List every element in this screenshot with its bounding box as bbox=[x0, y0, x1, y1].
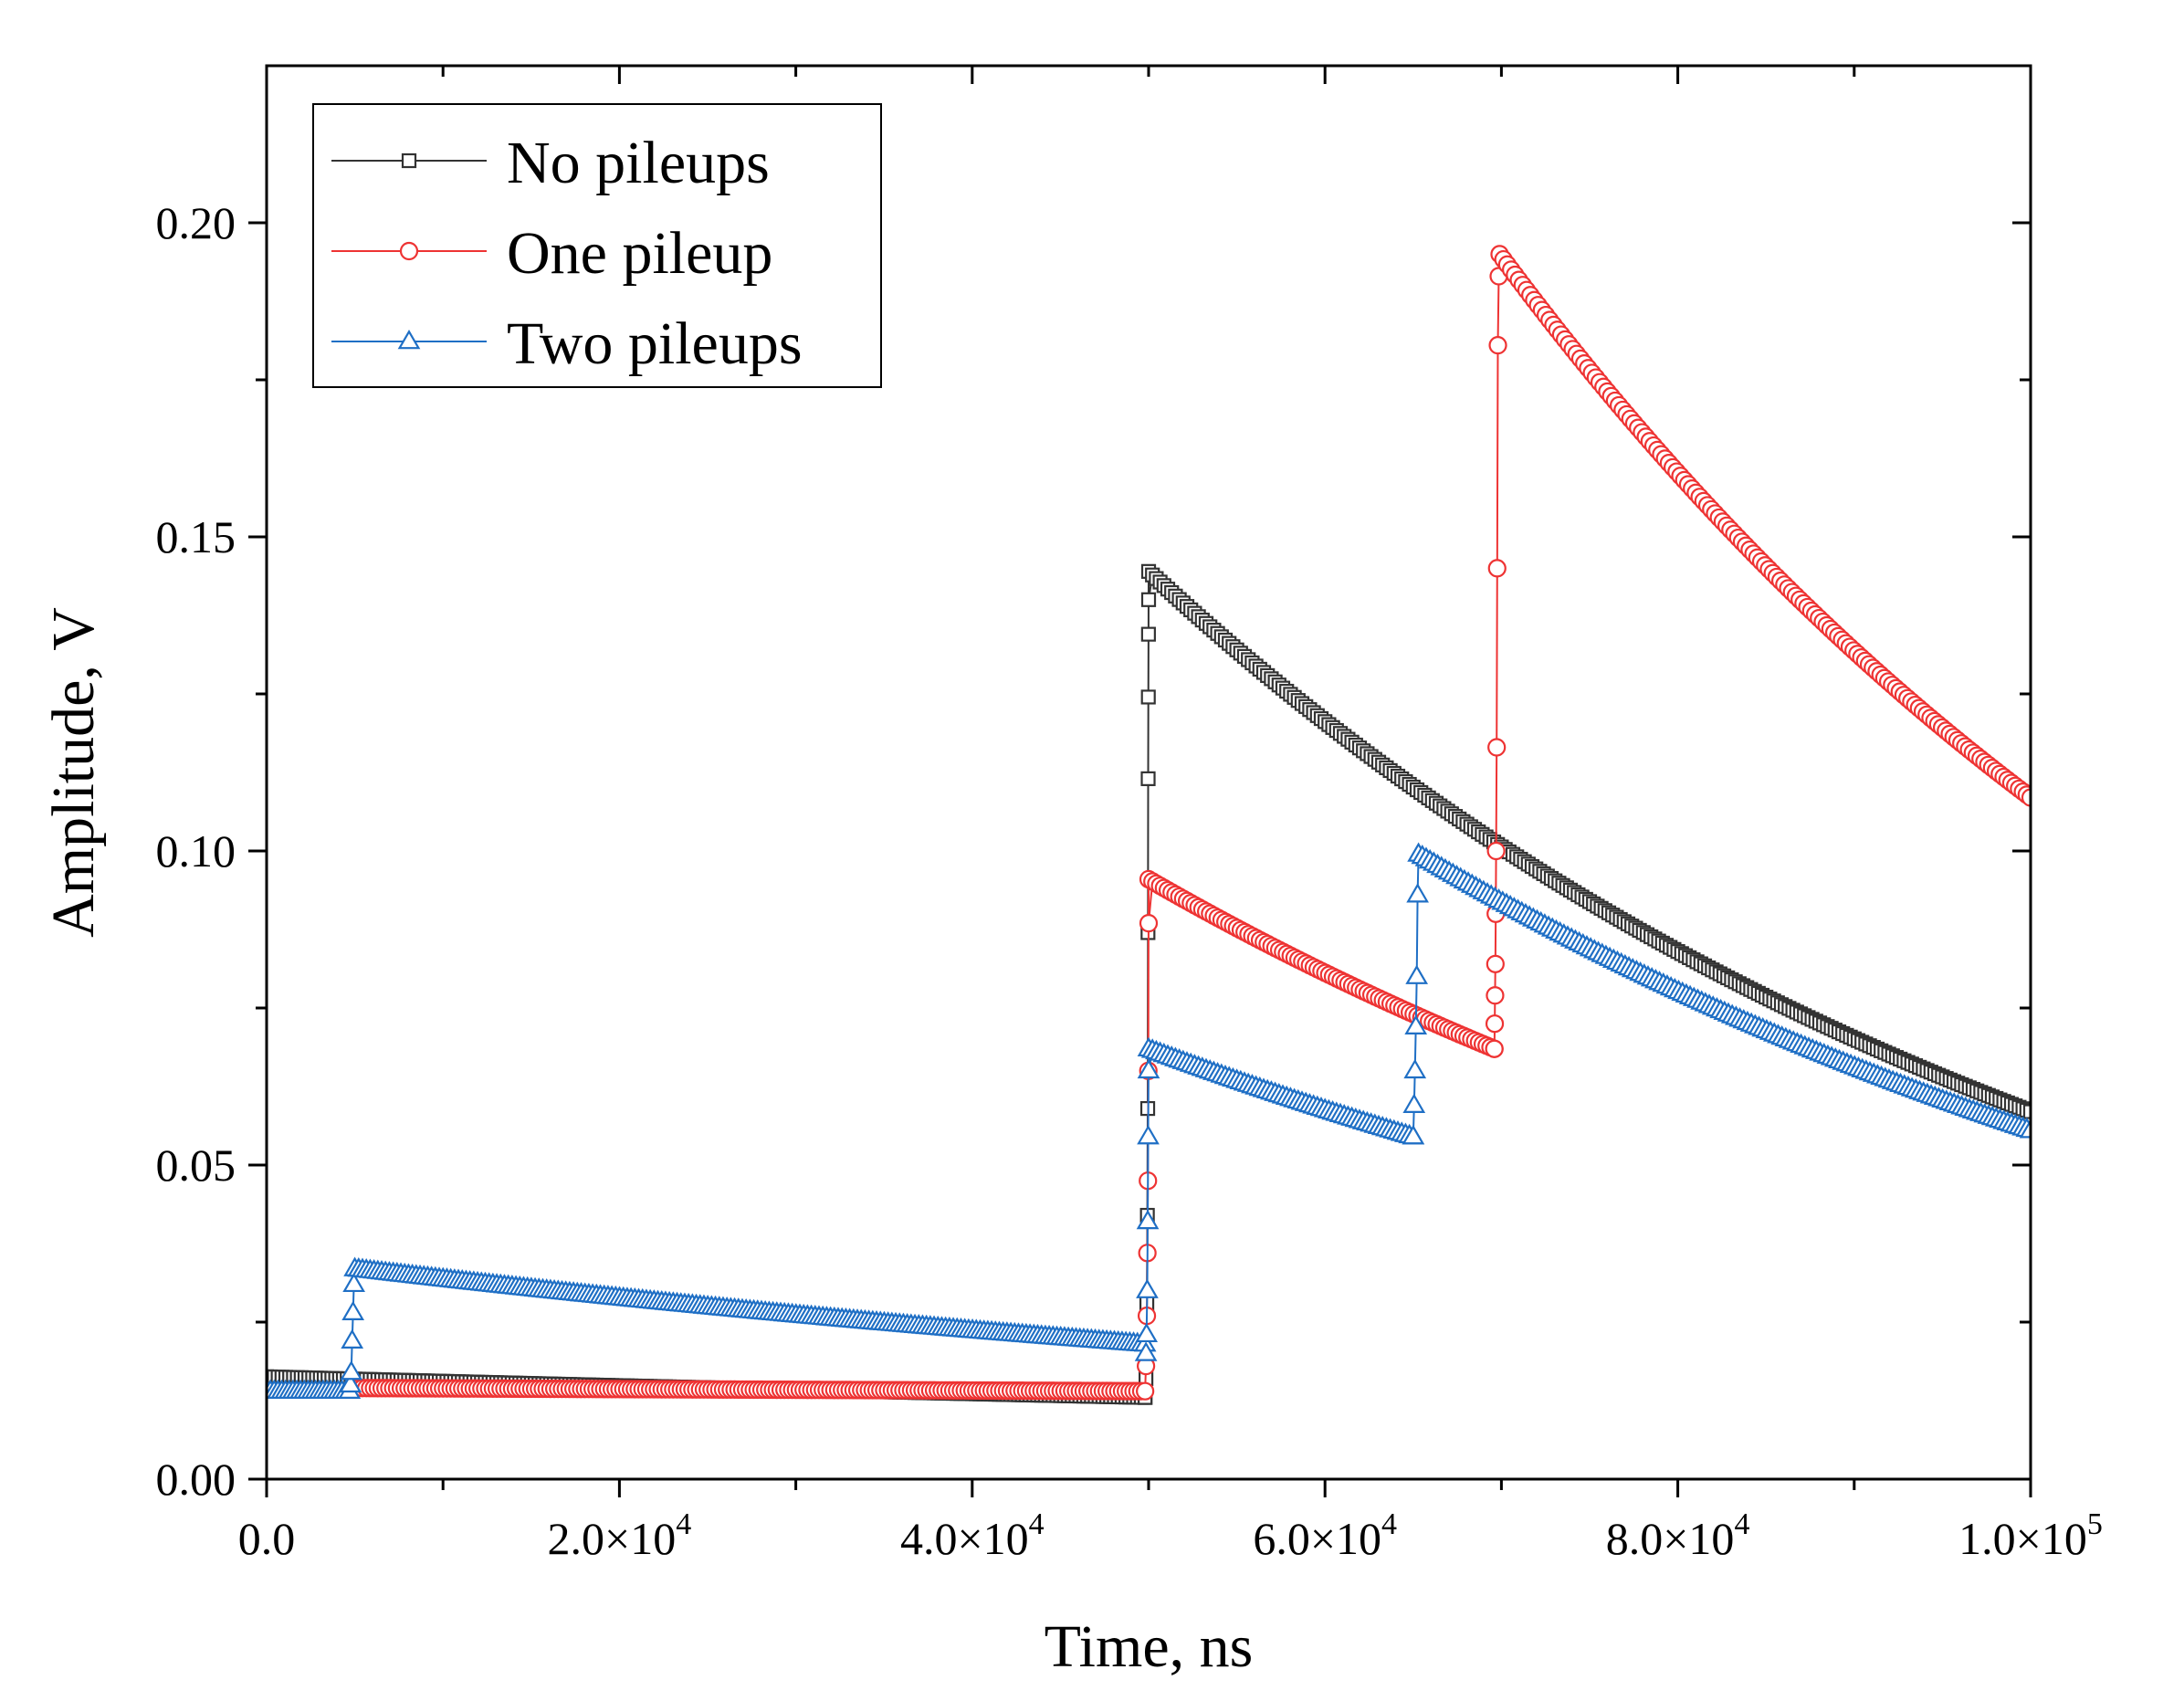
legend-label: One pileup bbox=[507, 220, 772, 287]
data-point bbox=[1486, 841, 1506, 861]
x-tick-label: 4.0×104 bbox=[900, 1507, 1045, 1564]
legend-marker bbox=[401, 152, 417, 169]
data-point bbox=[1140, 689, 1156, 705]
legend-marker bbox=[399, 241, 419, 261]
y-axis-title: Amplitude, V bbox=[40, 607, 107, 938]
data-point bbox=[1402, 1125, 1425, 1145]
data-point bbox=[341, 1328, 364, 1349]
x-axis-title: Time, ns bbox=[1045, 1613, 1254, 1680]
data-point bbox=[1486, 954, 1505, 973]
data-point bbox=[1485, 1014, 1505, 1034]
data-point bbox=[1140, 626, 1156, 642]
data-point bbox=[340, 1360, 363, 1381]
data-point bbox=[1488, 336, 1507, 355]
data-point bbox=[1487, 738, 1507, 757]
data-point bbox=[1136, 1381, 1155, 1401]
data-point bbox=[342, 1272, 365, 1293]
series-one-pileup bbox=[345, 245, 2031, 1401]
y-tick-label: 0.20 bbox=[156, 197, 236, 248]
y-tick-label: 0.15 bbox=[156, 511, 236, 562]
x-tick-label: 6.0×104 bbox=[1253, 1507, 1397, 1564]
x-tick-label: 0.0 bbox=[238, 1513, 296, 1564]
data-point bbox=[341, 1300, 365, 1320]
data-point bbox=[1487, 559, 1507, 578]
data-point bbox=[1403, 1058, 1427, 1079]
data-point bbox=[1405, 964, 1429, 984]
data-point bbox=[1139, 914, 1159, 933]
data-point bbox=[1137, 1125, 1160, 1145]
data-point bbox=[1486, 986, 1505, 1005]
x-tick-label: 8.0×104 bbox=[1606, 1507, 1750, 1564]
y-tick-label: 0.10 bbox=[156, 825, 236, 877]
data-point bbox=[1402, 1093, 1426, 1113]
legend-item-no-pileups: No pileups bbox=[331, 130, 770, 196]
y-tick-label: 0.00 bbox=[156, 1454, 236, 1505]
data-point bbox=[1404, 1014, 1428, 1034]
legend-label: Two pileups bbox=[507, 310, 803, 377]
legend-item-one-pileup: One pileup bbox=[331, 220, 772, 287]
legend-marker bbox=[397, 330, 421, 350]
data-point bbox=[2021, 788, 2031, 807]
data-point bbox=[1135, 1322, 1159, 1343]
legend-item-two-pileups: Two pileups bbox=[331, 310, 803, 377]
data-point bbox=[1136, 1278, 1159, 1298]
data-point bbox=[1134, 1341, 1158, 1361]
x-tick-label: 1.0×105 bbox=[1958, 1507, 2103, 1564]
series-two-pileups bbox=[267, 842, 2031, 1399]
data-point bbox=[1140, 771, 1156, 786]
data-point bbox=[2019, 1118, 2031, 1139]
data-point bbox=[1406, 883, 1429, 903]
data-point bbox=[1485, 1039, 1504, 1058]
data-point bbox=[1140, 592, 1157, 607]
y-tick-label: 0.05 bbox=[156, 1139, 236, 1191]
data-point bbox=[2022, 1104, 2031, 1119]
x-tick-label: 2.0×104 bbox=[548, 1507, 692, 1564]
legend-label: No pileups bbox=[507, 130, 770, 196]
data-point bbox=[1136, 1209, 1160, 1230]
data-point bbox=[339, 1372, 362, 1393]
data-point bbox=[1137, 1058, 1160, 1079]
